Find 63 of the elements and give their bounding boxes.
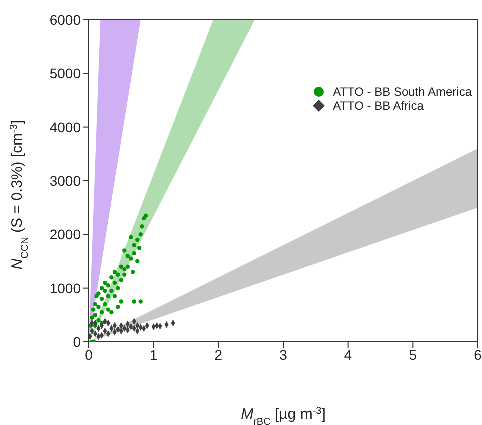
point bbox=[136, 238, 140, 242]
point bbox=[122, 272, 127, 278]
point bbox=[138, 232, 143, 237]
point bbox=[132, 300, 136, 304]
point bbox=[112, 270, 118, 274]
y-tick-label: 5000 bbox=[50, 66, 82, 82]
point bbox=[106, 308, 111, 312]
point bbox=[122, 248, 127, 253]
x-tick-label: 4 bbox=[344, 346, 352, 363]
point bbox=[112, 294, 118, 298]
point bbox=[116, 305, 120, 310]
point bbox=[112, 280, 118, 286]
legend-label: ATTO - BB Africa bbox=[333, 99, 424, 113]
point bbox=[126, 264, 130, 269]
x-tick-label: 3 bbox=[280, 346, 288, 363]
point bbox=[119, 278, 124, 282]
point bbox=[129, 235, 134, 240]
point bbox=[130, 270, 136, 274]
y-tick-label: 0 bbox=[73, 334, 82, 350]
point bbox=[93, 302, 98, 307]
point bbox=[90, 316, 94, 320]
point bbox=[93, 313, 98, 318]
point bbox=[103, 288, 108, 294]
point bbox=[91, 308, 96, 312]
point bbox=[144, 214, 148, 218]
point bbox=[106, 284, 111, 288]
y-tick-label: 1000 bbox=[50, 280, 82, 296]
y-tick-label: 6000 bbox=[50, 12, 82, 28]
point bbox=[137, 246, 142, 250]
point bbox=[136, 259, 140, 264]
y-tick-label: 4000 bbox=[50, 119, 82, 136]
x-tick-label: 5 bbox=[409, 346, 418, 363]
point bbox=[119, 300, 124, 304]
point bbox=[122, 267, 127, 272]
point bbox=[140, 224, 144, 229]
point bbox=[126, 254, 130, 258]
x-tick-label: 6 bbox=[474, 346, 482, 363]
point bbox=[100, 310, 104, 315]
point bbox=[103, 280, 108, 286]
y-tick-label: 3000 bbox=[50, 172, 82, 189]
point bbox=[110, 310, 114, 315]
point bbox=[119, 264, 124, 269]
x-tick-label: 0 bbox=[85, 346, 94, 363]
point bbox=[116, 286, 120, 290]
point bbox=[96, 318, 101, 323]
point bbox=[106, 294, 111, 298]
point bbox=[100, 286, 104, 290]
x-tick-label: 1 bbox=[150, 346, 158, 363]
point bbox=[129, 256, 134, 261]
point bbox=[132, 251, 136, 256]
point bbox=[110, 275, 114, 280]
x-axis-title: M$_{rBC}$ [µg m$^{-3}$] bbox=[241, 406, 326, 425]
point bbox=[116, 272, 120, 278]
legend-label: ATTO - BB South America bbox=[333, 85, 472, 99]
point bbox=[132, 243, 136, 248]
point bbox=[103, 302, 108, 307]
point bbox=[100, 296, 104, 302]
x-tick-label: 2 bbox=[214, 346, 223, 363]
point bbox=[110, 288, 114, 294]
point bbox=[96, 292, 101, 296]
point bbox=[96, 305, 101, 310]
y-tick-label: 2000 bbox=[50, 226, 82, 243]
point bbox=[138, 300, 143, 304]
